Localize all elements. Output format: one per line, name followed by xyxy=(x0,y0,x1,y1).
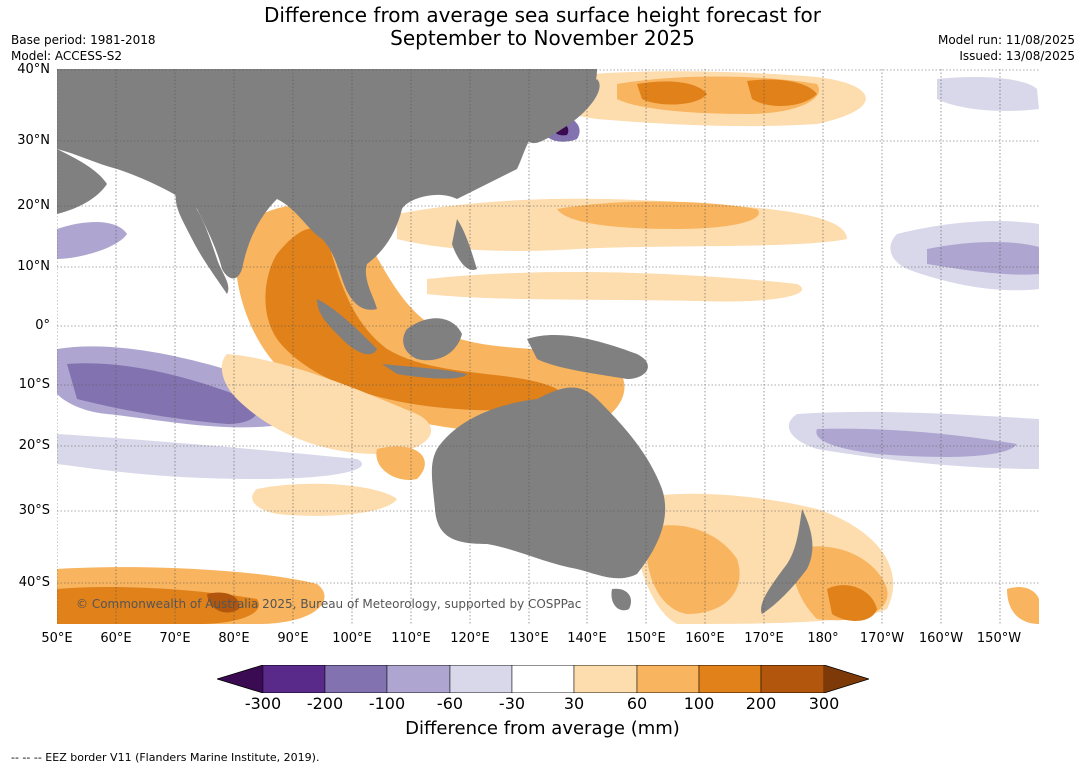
lon-label: 170°W xyxy=(859,631,905,646)
sumatra-land xyxy=(317,299,377,355)
lon-label: 50°E xyxy=(41,631,73,646)
lat-label: 30°S xyxy=(18,503,50,518)
colorbar-tick-label: 30 xyxy=(563,694,585,713)
colorbar-tick-label: -100 xyxy=(368,694,406,713)
colorbar-tick-label: 100 xyxy=(683,694,715,713)
tasmania-land xyxy=(611,588,632,611)
lon-label: 150°W xyxy=(976,631,1022,646)
colorbar-tick-label: 200 xyxy=(745,694,777,713)
anomaly-fields xyxy=(57,71,1039,624)
colorbar-tick-label: -200 xyxy=(306,694,344,713)
asia-land xyxy=(57,69,597,310)
colorbar-min-arrow xyxy=(217,665,263,693)
new-zealand-land xyxy=(761,509,813,614)
lat-label: 10°S xyxy=(18,377,50,392)
sea-height-map xyxy=(57,69,1039,624)
title-line-2: September to November 2025 xyxy=(390,26,695,50)
lat-label: 10°N xyxy=(17,259,50,274)
colorbar-tick-label: -60 xyxy=(436,694,464,713)
base-period: Base period: 1981-2018 xyxy=(11,33,156,47)
philippines-land xyxy=(452,219,477,270)
lat-label: 0° xyxy=(35,318,50,333)
india-land xyxy=(175,189,229,294)
colorbar-title: Difference from average (mm) xyxy=(405,718,680,739)
colorbar-segment xyxy=(324,665,388,693)
colorbar-tick-label: -30 xyxy=(498,694,526,713)
japan-land xyxy=(527,79,600,144)
lat-label: 20°N xyxy=(17,198,50,213)
lon-label: 120°E xyxy=(450,631,490,646)
arabia-land xyxy=(57,149,107,214)
lon-label: 110°E xyxy=(391,631,431,646)
lon-label: 160°E xyxy=(685,631,725,646)
model-run: Model run: 11/08/2025 xyxy=(937,33,1075,47)
colorbar-tick-label: 60 xyxy=(626,694,648,713)
map-svg xyxy=(57,69,1039,624)
lon-label: 170°E xyxy=(744,631,784,646)
lon-label: 160°W xyxy=(918,631,964,646)
colorbar-segment xyxy=(636,665,700,693)
map-title: Difference from average sea surface heig… xyxy=(0,4,1085,50)
colorbar-segment xyxy=(573,665,638,693)
lat-label: 40°S xyxy=(18,575,50,590)
model-info: Base period: 1981-2018 Model: ACCESS-S2 xyxy=(11,32,156,64)
java-land xyxy=(382,364,467,379)
lon-label: 80°E xyxy=(218,631,250,646)
lon-label: 100°E xyxy=(332,631,372,646)
lon-label: 90°E xyxy=(277,631,309,646)
issued-date: Issued: 13/08/2025 xyxy=(959,49,1075,63)
lon-label: 60°E xyxy=(100,631,132,646)
lon-label: 130°E xyxy=(509,631,549,646)
lat-label: 30°N xyxy=(17,133,50,148)
lat-label: 20°S xyxy=(18,438,50,453)
graticule xyxy=(57,69,1039,624)
run-info: Model run: 11/08/2025 Issued: 13/08/2025 xyxy=(938,32,1075,64)
colorbar-segment xyxy=(698,665,762,693)
borneo-land xyxy=(403,318,462,361)
title-line-1: Difference from average sea surface heig… xyxy=(263,3,822,27)
lon-label: 180° xyxy=(807,631,839,646)
lon-label: 140°E xyxy=(567,631,607,646)
lat-label: 40°N xyxy=(17,62,50,77)
colorbar-segment xyxy=(386,665,451,693)
colorbar xyxy=(217,665,869,693)
colorbar-segment xyxy=(760,665,825,693)
colorbar-tick-label: -300 xyxy=(244,694,282,713)
land-masses xyxy=(57,69,813,614)
australia-land xyxy=(431,387,666,579)
colorbar-segment xyxy=(449,665,513,693)
new-guinea-land xyxy=(527,334,648,379)
colorbar-segment xyxy=(511,665,575,693)
colorbar-tick-label: 300 xyxy=(808,694,840,713)
colorbar-max-arrow xyxy=(824,665,869,693)
model-name: Model: ACCESS-S2 xyxy=(11,49,123,63)
lon-label: 70°E xyxy=(159,631,191,646)
colorbar-segment xyxy=(262,665,326,693)
lon-label: 150°E xyxy=(626,631,666,646)
eez-footnote: -- -- -- EEZ border V11 (Flanders Marine… xyxy=(11,751,320,764)
copyright-credit: © Commonwealth of Australia 2025, Bureau… xyxy=(76,597,582,611)
